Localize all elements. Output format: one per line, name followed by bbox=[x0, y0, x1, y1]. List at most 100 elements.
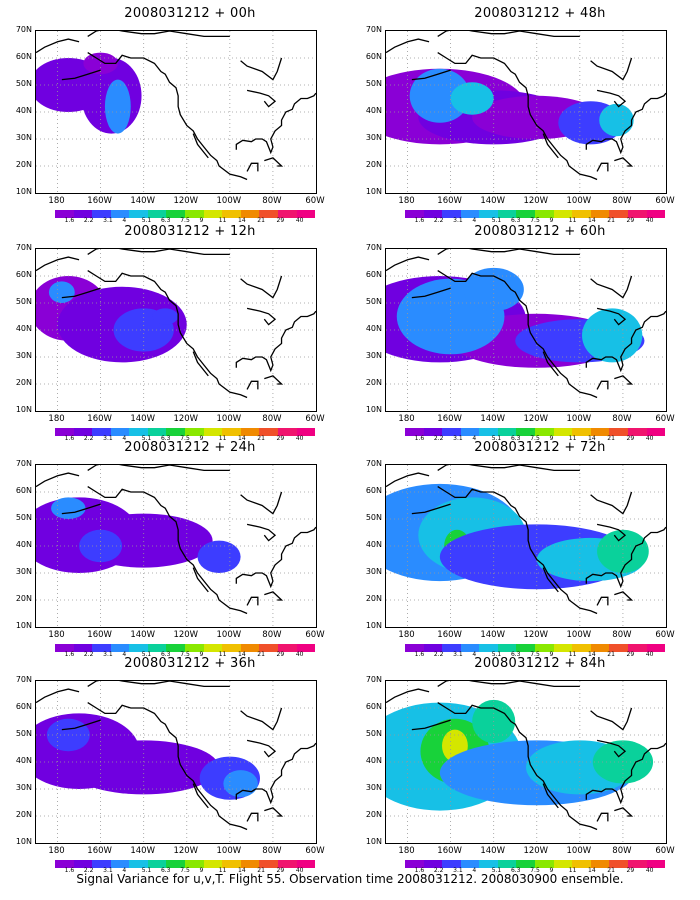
lat-tick-label: 70N bbox=[365, 675, 382, 684]
colorbar-swatch bbox=[590, 860, 610, 868]
colorbar-swatch bbox=[203, 860, 223, 868]
panel-title: 2008031212 + 60h bbox=[474, 224, 606, 239]
colorbar-tick-label: 2.2 bbox=[83, 217, 94, 224]
map-canvas bbox=[36, 465, 316, 627]
forecast-panel: 2008031212 + 36h 70N 60N 50N 40N 30N 20N 10N 180… bbox=[0, 656, 325, 874]
colorbar-swatch bbox=[110, 644, 130, 652]
colorbar-swatch bbox=[460, 210, 480, 218]
colorbar-tick-label: 5.1 bbox=[141, 217, 152, 224]
colorbar-swatch bbox=[423, 644, 443, 652]
coastline bbox=[235, 526, 316, 589]
colorbar bbox=[55, 428, 316, 436]
colorbar-tick-label: 14 bbox=[588, 867, 596, 874]
colorbar-swatch bbox=[240, 644, 260, 652]
colorbar-tick-label: 29 bbox=[276, 867, 285, 874]
coastline bbox=[596, 523, 627, 542]
colorbar-tick-label: 40 bbox=[295, 867, 304, 874]
coastline bbox=[596, 596, 609, 606]
colorbar-swatch bbox=[129, 428, 148, 436]
lat-tick-label: 50N bbox=[365, 297, 382, 306]
lat-tick-label: 30N bbox=[15, 783, 32, 792]
colorbar-tick-label: 11 bbox=[218, 435, 227, 442]
lat-tick-label: 30N bbox=[365, 351, 382, 360]
lon-tick-label: 180 bbox=[398, 414, 415, 424]
lat-tick-label: 70N bbox=[15, 675, 32, 684]
colorbar-swatch bbox=[627, 644, 647, 652]
colorbar-tick-label: 14 bbox=[588, 651, 596, 658]
colorbar-swatch bbox=[92, 428, 111, 436]
coastline bbox=[87, 702, 248, 831]
lon-tick-label: 180 bbox=[398, 846, 415, 856]
variance-contour bbox=[152, 308, 179, 325]
variance-contour bbox=[450, 82, 494, 115]
colorbar-swatch bbox=[609, 860, 628, 868]
colorbar-swatch bbox=[572, 644, 591, 652]
colorbar-swatch bbox=[73, 644, 93, 652]
colorbar-tick-label: 3.1 bbox=[103, 217, 113, 224]
colorbar-tick-label: 3.1 bbox=[453, 217, 463, 224]
forecast-panel: 2008031212 + 12h 70N 60N 50N 40N 30N 20N 10N 180… bbox=[0, 224, 325, 442]
colorbar-tick-label: 40 bbox=[645, 867, 654, 874]
colorbar-tick-label: 4 bbox=[472, 217, 477, 224]
lat-tick-label: 60N bbox=[15, 52, 32, 61]
lat-tick-label: 20N bbox=[365, 378, 382, 387]
lon-tick-label: 60W bbox=[305, 846, 325, 856]
coastline bbox=[590, 707, 633, 731]
variance-contour bbox=[68, 740, 220, 795]
colorbar-tick-label: 7.5 bbox=[530, 435, 540, 442]
colorbar-swatch bbox=[203, 210, 223, 218]
colorbar-swatch bbox=[497, 428, 517, 436]
variance-map bbox=[385, 248, 667, 412]
lon-tick-label: 140W bbox=[130, 414, 155, 424]
colorbar-tick-label: 21 bbox=[257, 651, 265, 658]
colorbar-swatch bbox=[240, 210, 260, 218]
lon-tick-label: 100W bbox=[216, 414, 242, 424]
lon-tick-label: 140W bbox=[480, 196, 505, 206]
colorbar-tick-label: 40 bbox=[645, 435, 654, 442]
colorbar-tick-label: 6.3 bbox=[160, 867, 171, 874]
lat-tick-label: 30N bbox=[365, 783, 382, 792]
colorbar-swatch bbox=[442, 644, 461, 652]
colorbar bbox=[55, 860, 316, 868]
variance-map bbox=[35, 248, 317, 412]
colorbar-swatch bbox=[277, 644, 297, 652]
colorbar-swatch bbox=[166, 210, 186, 218]
colorbar-swatch bbox=[405, 210, 424, 218]
colorbar-swatch bbox=[442, 210, 461, 218]
coastline bbox=[36, 256, 80, 272]
forecast-panel: 2008031212 + 24h 70N 60N 50N 40N 30N 20N 10N 180… bbox=[0, 440, 325, 658]
lon-tick-label: 80W bbox=[262, 196, 282, 206]
colorbar-swatch bbox=[516, 428, 536, 436]
colorbar-swatch bbox=[55, 210, 74, 218]
lon-tick-label: 140W bbox=[480, 630, 505, 640]
coastline bbox=[411, 719, 451, 731]
colorbar-tick-label: 6.3 bbox=[510, 435, 521, 442]
colorbar-swatch bbox=[203, 644, 223, 652]
colorbar-tick-label: 4 bbox=[122, 651, 127, 658]
colorbar-swatch bbox=[442, 860, 461, 868]
colorbar-tick-label: 14 bbox=[238, 867, 246, 874]
colorbar-swatch bbox=[423, 860, 443, 868]
colorbar-swatch bbox=[185, 210, 204, 218]
colorbar-tick-label: 7.5 bbox=[180, 867, 190, 874]
colorbar-swatch bbox=[590, 644, 610, 652]
colorbar-swatch bbox=[460, 860, 480, 868]
coastline bbox=[246, 89, 277, 108]
lat-tick-label: 40N bbox=[15, 540, 32, 549]
colorbar-swatch bbox=[110, 210, 130, 218]
colorbar bbox=[405, 210, 666, 218]
colorbar-tick-label: 11 bbox=[218, 651, 227, 658]
colorbar-swatch bbox=[129, 644, 148, 652]
colorbar-swatch bbox=[516, 860, 536, 868]
colorbar-tick-label: 3.1 bbox=[103, 435, 113, 442]
colorbar-tick-label: 21 bbox=[257, 217, 265, 224]
lon-tick-label: 100W bbox=[216, 630, 242, 640]
lat-tick-label: 60N bbox=[365, 702, 382, 711]
colorbar-swatch bbox=[203, 428, 223, 436]
colorbar-tick-label: 9 bbox=[199, 651, 204, 658]
lon-tick-label: 160W bbox=[437, 196, 462, 206]
colorbar-swatch bbox=[609, 428, 628, 436]
colorbar-tick-label: 9 bbox=[549, 435, 554, 442]
lon-tick-label: 60W bbox=[655, 196, 675, 206]
colorbar-swatch bbox=[259, 644, 278, 652]
